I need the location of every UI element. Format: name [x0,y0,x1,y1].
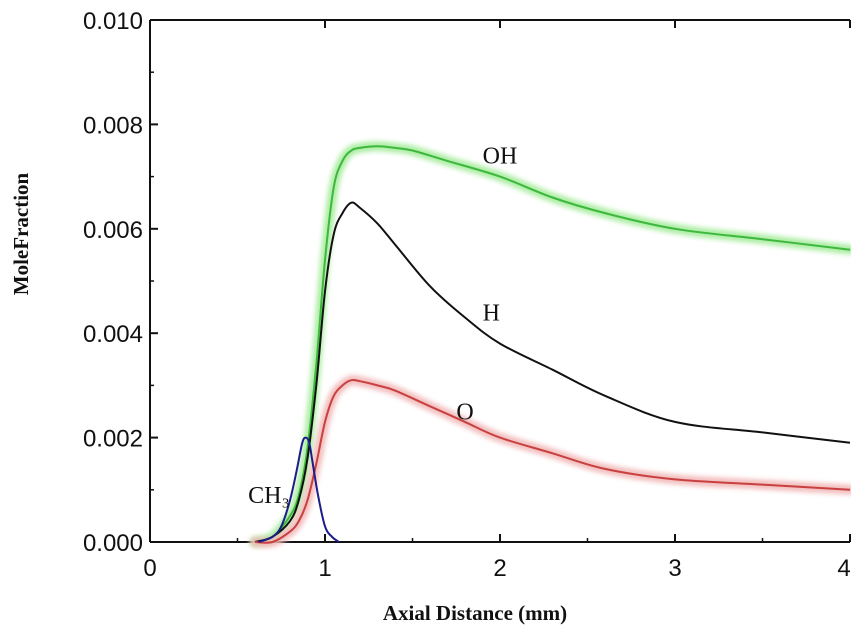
series-labels: OH H O CH₃ [248,144,517,509]
y-tick-label: 0.010 [83,8,143,35]
y-axis-title: MoleFraction [9,172,33,295]
axis-ticks [149,19,851,543]
x-tick-label: 2 [493,555,506,582]
x-tick-label: 3 [668,555,681,582]
y-tick-label: 0.008 [83,112,143,139]
y-tick-label: 0.002 [83,426,143,453]
y-tick-label: 0.006 [83,217,143,244]
x-tick-label: 0 [143,555,156,582]
series-label: O [456,400,473,426]
series-0-line [254,145,851,543]
y-tick-label: 0.004 [83,321,143,348]
x-axis-title: Axial Distance (mm) [383,601,567,625]
series-label: OH [483,144,518,170]
y-tick-label: 0.000 [83,530,143,557]
series-glows [250,141,851,548]
x-tick-label: 4 [837,555,850,582]
tick-labels: 0 1 2 3 4 0.000 0.002 0.004 0.006 0.008 0.010 [83,8,851,582]
series-label: CH₃ [248,483,290,509]
series-3-line [258,436,340,543]
plot-frame [149,19,850,543]
x-tick-label: 1 [318,555,331,582]
series-2-line [254,378,851,544]
series-1-line [254,201,851,543]
series-label: H [483,300,500,326]
series-lines [254,145,851,544]
series-2-glow [250,374,851,548]
